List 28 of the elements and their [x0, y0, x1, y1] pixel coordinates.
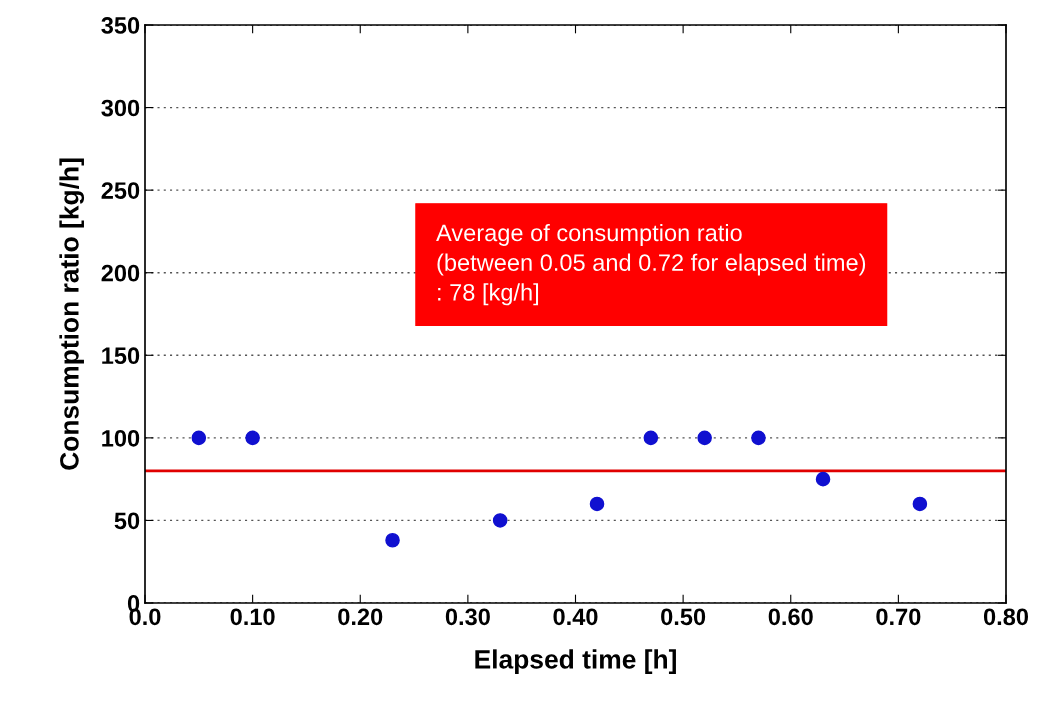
x-tick-label: 0.30: [445, 608, 490, 626]
x-tick-label: 0.50: [661, 608, 706, 626]
y-tick-label: 50: [114, 512, 140, 530]
point: [643, 430, 659, 446]
point: [385, 532, 400, 548]
point: [191, 430, 207, 446]
x-tick-label: 0.80: [983, 608, 1029, 626]
x-axis-title: Elapsed time [h]: [475, 649, 676, 674]
x-tick-label: 0.70: [876, 608, 921, 626]
point: [245, 430, 260, 446]
point: [492, 513, 508, 528]
y-tick-label: 250: [101, 182, 140, 199]
y-tick-label: 150: [102, 347, 140, 365]
y-tick-label: 100: [102, 429, 140, 447]
y-tick-label: 200: [101, 264, 140, 282]
annotation: Average of consumption ratio (between 0.05 and 0.72 for elapsed time) : 78 [kg/h]: [436, 223, 866, 306]
point: [912, 496, 928, 512]
x-tick-label: 0.20: [338, 608, 383, 626]
x-tick-label: 0.60: [768, 608, 813, 626]
point: [697, 430, 712, 446]
point: [751, 430, 766, 446]
x-tick-label: 0.40: [553, 608, 598, 626]
point: [589, 496, 605, 512]
y-tick-label: 300: [101, 99, 140, 117]
y-tick-label: 350: [101, 17, 140, 34]
x-tick-label: 0.10: [230, 608, 275, 626]
point: [815, 471, 831, 487]
y-axis-title: Consumption ratio [kg/h]: [59, 158, 85, 470]
